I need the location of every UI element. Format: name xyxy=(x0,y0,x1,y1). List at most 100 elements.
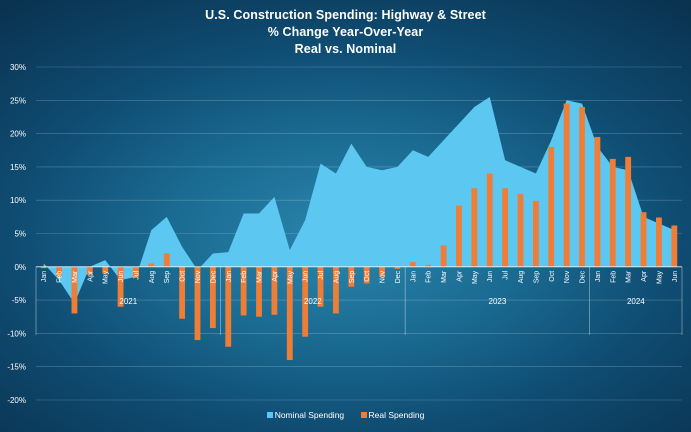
bar-real xyxy=(40,266,47,269)
y-tick-label: -20% xyxy=(7,396,26,405)
bar-real xyxy=(625,156,632,267)
legend-item-nominal: Nominal Spending xyxy=(266,410,345,420)
legend-swatch-real xyxy=(360,412,367,418)
bar-real xyxy=(394,266,401,269)
x-tick-label: Dec xyxy=(580,270,587,283)
x-tick-label: Sep xyxy=(164,271,171,284)
bar-real xyxy=(271,266,278,315)
x-tick-label: Apr xyxy=(87,270,94,282)
y-tick-label: 25% xyxy=(10,96,26,105)
bar-real xyxy=(656,217,662,267)
x-tick-label: Oct xyxy=(364,271,371,282)
x-tick-label: Jan xyxy=(595,271,602,282)
y-tick-label: -15% xyxy=(7,363,26,372)
bar-real xyxy=(317,266,324,307)
bar-real xyxy=(640,212,647,267)
bar-real xyxy=(148,263,155,267)
x-tick-label: Mar xyxy=(257,270,264,283)
x-tick-label: Aug xyxy=(149,271,156,284)
x-tick-label: May xyxy=(103,270,110,284)
chart-subtitle: % Change Year-Over-Year xyxy=(267,25,424,39)
bar-real xyxy=(594,136,601,267)
bar-real xyxy=(240,266,247,316)
y-tick-label: 30% xyxy=(10,63,26,72)
bar-real xyxy=(486,173,493,267)
y-tick-label: 5% xyxy=(14,230,26,239)
bar-real xyxy=(209,266,216,329)
y-tick-label: 15% xyxy=(10,163,26,172)
bar-real xyxy=(56,266,62,277)
x-tick-label: Feb xyxy=(610,271,617,283)
x-tick-label: Aug xyxy=(333,271,340,284)
bar-real xyxy=(502,188,509,267)
bar-real xyxy=(440,245,447,267)
x-tick-label: Mar xyxy=(441,270,448,283)
bar-real xyxy=(348,266,355,287)
bar-real xyxy=(225,266,232,347)
bar-real xyxy=(163,253,170,267)
bar-real xyxy=(609,158,616,267)
year-label: 2021 xyxy=(119,297,137,306)
bar-real xyxy=(671,225,678,267)
x-tick-label: Jun xyxy=(487,271,494,282)
x-tick-label: Mar xyxy=(626,270,633,283)
year-label: 2024 xyxy=(627,297,645,306)
bar-real xyxy=(579,106,585,267)
y-tick-label: 0% xyxy=(14,263,26,272)
bar-real xyxy=(302,266,309,337)
x-tick-label: Feb xyxy=(57,271,64,283)
chart-title: U.S. Construction Spending: Highway & St… xyxy=(205,8,486,22)
year-label: 2023 xyxy=(489,297,507,306)
bar-real xyxy=(133,266,139,277)
x-tick-label: Jun xyxy=(672,271,679,282)
bar-real xyxy=(71,266,78,314)
x-tick-label: Dec xyxy=(395,270,402,283)
y-tick-label: 20% xyxy=(10,130,26,139)
bar-real xyxy=(563,103,570,267)
y-tick-label: 10% xyxy=(10,196,26,205)
bar-real xyxy=(363,266,370,284)
x-tick-label: Sep xyxy=(349,271,356,284)
bar-real xyxy=(86,266,93,275)
bar-real xyxy=(333,266,339,314)
y-tick-label: -10% xyxy=(7,329,26,338)
y-tick-label: -5% xyxy=(12,296,26,305)
chart-subtitle-2: Real vs. Nominal xyxy=(294,42,397,56)
x-tick-label: Apr xyxy=(272,270,279,282)
x-tick-label: Jul xyxy=(133,270,140,279)
x-tick-label: Jan xyxy=(226,271,233,282)
x-tick-label: Oct xyxy=(549,271,556,282)
x-tick-label: Jul xyxy=(318,270,325,279)
x-tick-label: May xyxy=(656,270,663,284)
legend-item-real: Real Spending xyxy=(360,410,425,420)
x-tick-label: Jan xyxy=(410,271,417,282)
x-tick-label: May xyxy=(287,270,294,284)
x-tick-label: Oct xyxy=(180,271,187,282)
x-tick-label: Apr xyxy=(641,270,648,282)
bar-real xyxy=(194,266,201,341)
x-tick-label: Mar xyxy=(72,270,79,283)
bar-real xyxy=(256,266,262,317)
bar-real xyxy=(456,205,462,267)
series-area-nominal xyxy=(43,96,675,304)
bar-real xyxy=(532,200,539,267)
bar-real xyxy=(548,146,555,267)
chart-legend: Nominal Spending Real Spending xyxy=(0,410,691,420)
bar-real xyxy=(102,266,109,274)
x-tick-label: Sep xyxy=(533,271,540,284)
bar-real xyxy=(286,266,293,361)
legend-label-real: Real Spending xyxy=(368,410,425,420)
bar-real xyxy=(117,266,124,307)
x-tick-label: Jan xyxy=(41,271,48,282)
x-tick-label: May xyxy=(472,270,479,284)
x-tick-label: Apr xyxy=(456,270,463,282)
x-tick-label: Aug xyxy=(518,271,525,284)
legend-swatch-nominal xyxy=(266,412,273,418)
x-tick-label: Dec xyxy=(210,270,217,283)
legend-label-nominal: Nominal Spending xyxy=(274,410,345,420)
year-label: 2022 xyxy=(304,297,322,306)
x-tick-label: Jun xyxy=(303,271,310,282)
bar-real xyxy=(425,264,432,267)
